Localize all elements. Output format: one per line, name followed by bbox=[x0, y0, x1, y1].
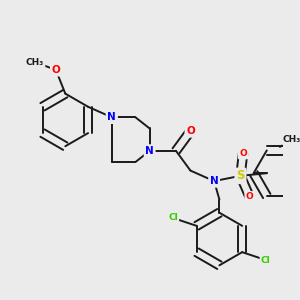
Text: N: N bbox=[107, 112, 116, 122]
Text: CH₃: CH₃ bbox=[283, 134, 300, 143]
Text: CH₃: CH₃ bbox=[26, 58, 44, 67]
Text: N: N bbox=[210, 176, 218, 186]
Text: Cl: Cl bbox=[261, 256, 271, 265]
Text: S: S bbox=[236, 169, 245, 182]
Text: Cl: Cl bbox=[168, 213, 178, 222]
Text: N: N bbox=[107, 112, 116, 122]
Text: O: O bbox=[239, 149, 247, 158]
Text: O: O bbox=[52, 65, 60, 75]
Text: N: N bbox=[145, 146, 154, 156]
Text: O: O bbox=[186, 126, 195, 136]
Text: O: O bbox=[246, 192, 254, 201]
